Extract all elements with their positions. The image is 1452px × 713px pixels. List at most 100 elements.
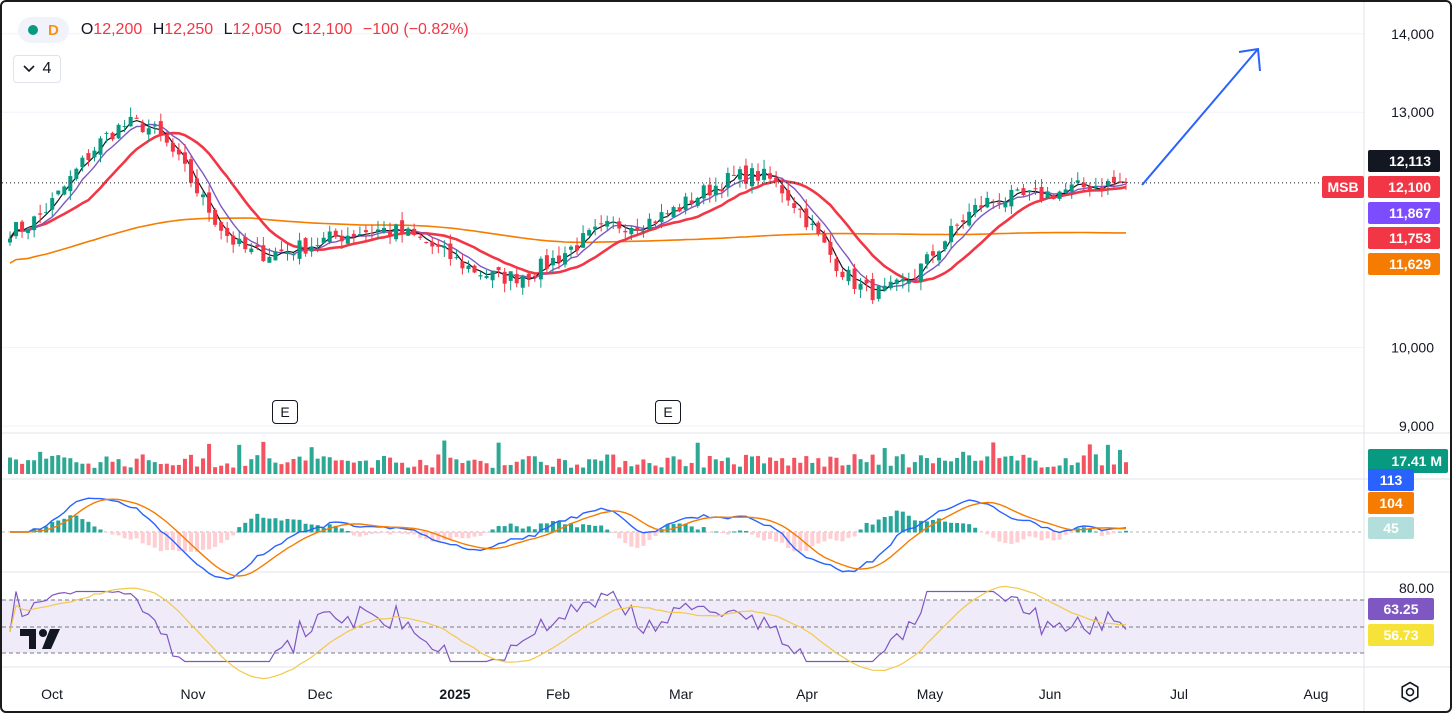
volume-bar [50, 455, 55, 474]
macd-histogram-bar [701, 527, 706, 533]
macd-histogram-bar [725, 532, 730, 535]
macd-histogram-bar [219, 532, 224, 543]
earnings-icon[interactable]: E [655, 400, 681, 424]
volume-bar [339, 460, 344, 474]
macd-histogram-bar [623, 532, 628, 543]
candle-body [122, 126, 127, 128]
candle-body [961, 220, 966, 223]
volume-bar [906, 467, 911, 474]
volume-bar [98, 462, 103, 474]
volume-bar [188, 454, 193, 474]
macd-tag-label: 45 [1383, 520, 1399, 536]
candle-body [677, 207, 682, 212]
volume-bar [526, 456, 531, 474]
candle-body [737, 169, 742, 180]
candle-body [255, 244, 260, 247]
macd-histogram-bar [146, 532, 151, 546]
candle-body [774, 177, 779, 181]
macd-histogram-bar [719, 532, 724, 534]
interval-label[interactable]: D [48, 21, 59, 39]
candle-body [412, 228, 417, 235]
volume-bar [375, 460, 380, 474]
volume-bar [182, 458, 187, 474]
macd-histogram-bar [297, 519, 302, 533]
volume-bar [985, 456, 990, 474]
macd-histogram-bar [985, 532, 990, 535]
volume-bar [1027, 457, 1032, 474]
volume-bar [665, 457, 670, 474]
volume-bar [466, 460, 471, 474]
settings-icon[interactable] [1399, 681, 1421, 703]
volume-bar [1087, 444, 1092, 474]
macd-histogram-bar [1039, 532, 1044, 541]
trend-arrow-head [1238, 47, 1261, 72]
candle-body [388, 231, 393, 236]
sma-long-line [9, 217, 1126, 264]
volume-pane [8, 440, 1128, 474]
volume-bar [20, 463, 25, 474]
candle-body [128, 116, 133, 127]
candle-body [382, 227, 387, 233]
volume-bar [695, 442, 700, 474]
candle-body [116, 124, 121, 139]
low-value: 12,050 [232, 21, 282, 38]
volume-bar [581, 467, 586, 474]
candle-body [569, 246, 574, 250]
volume-bar [683, 466, 688, 474]
macd-histogram-bar [810, 532, 815, 547]
macd-histogram-bar [74, 515, 79, 533]
macd-histogram-bar [713, 531, 718, 533]
macd-histogram-bar [659, 529, 664, 533]
collapse-indicators-button[interactable]: 4 [13, 55, 61, 83]
volume-bar [713, 459, 718, 474]
volume-bar [1081, 455, 1086, 474]
macd-histogram-bar [605, 529, 610, 533]
moving-average-layer [8, 119, 1127, 292]
macd-histogram-bar [786, 532, 791, 549]
candle-body [454, 257, 459, 259]
candle-body [201, 194, 206, 198]
candle-body [68, 176, 73, 192]
earnings-icon[interactable]: E [272, 400, 298, 424]
macd-histogram-bar [86, 521, 91, 533]
trend-arrow[interactable] [1141, 47, 1261, 186]
volume-bar [1069, 465, 1074, 474]
macd-tag-label: 113 [1380, 472, 1403, 488]
x-tick-label: 2025 [439, 686, 470, 702]
low-key: L [223, 21, 233, 38]
rsi-tag-label: 63.25 [1383, 601, 1418, 617]
macd-histogram-bar [430, 532, 435, 542]
macd-histogram-bar [363, 532, 368, 536]
price-tags: 12,113 12,100 11,867 11,753 11,629 MSB 17.41 M… [1322, 150, 1448, 646]
volume-bar [737, 466, 742, 474]
price-tag-label: 11,867 [1389, 205, 1431, 221]
volume-bar [743, 454, 748, 474]
volume-bar [834, 457, 839, 474]
candle-body [1027, 190, 1032, 192]
candle-body [973, 204, 978, 214]
candle-body [164, 134, 169, 143]
candle-body [315, 245, 320, 247]
candle-body [478, 275, 483, 277]
volume-bar [562, 460, 567, 474]
macd-histogram-bar [834, 532, 839, 541]
trend-arrow-line [1141, 48, 1259, 186]
candle-body [237, 238, 242, 245]
candle-body [1081, 182, 1086, 188]
candle-body [345, 235, 350, 244]
candle-body [285, 251, 290, 255]
price-tag [1368, 253, 1440, 275]
open-value: 12,200 [93, 21, 143, 38]
price-tag [1368, 176, 1440, 198]
volume-bar [774, 460, 779, 474]
macd-histogram-bar [581, 524, 586, 533]
macd-histogram-bar [900, 511, 905, 533]
macd-histogram-bar [249, 518, 254, 533]
volume-bar [436, 454, 441, 474]
symbol-pill[interactable]: D [18, 17, 69, 43]
candle-body [888, 281, 893, 289]
candle-body [876, 286, 881, 299]
macd-histogram-bar [261, 517, 266, 533]
volume-bar [8, 457, 12, 474]
